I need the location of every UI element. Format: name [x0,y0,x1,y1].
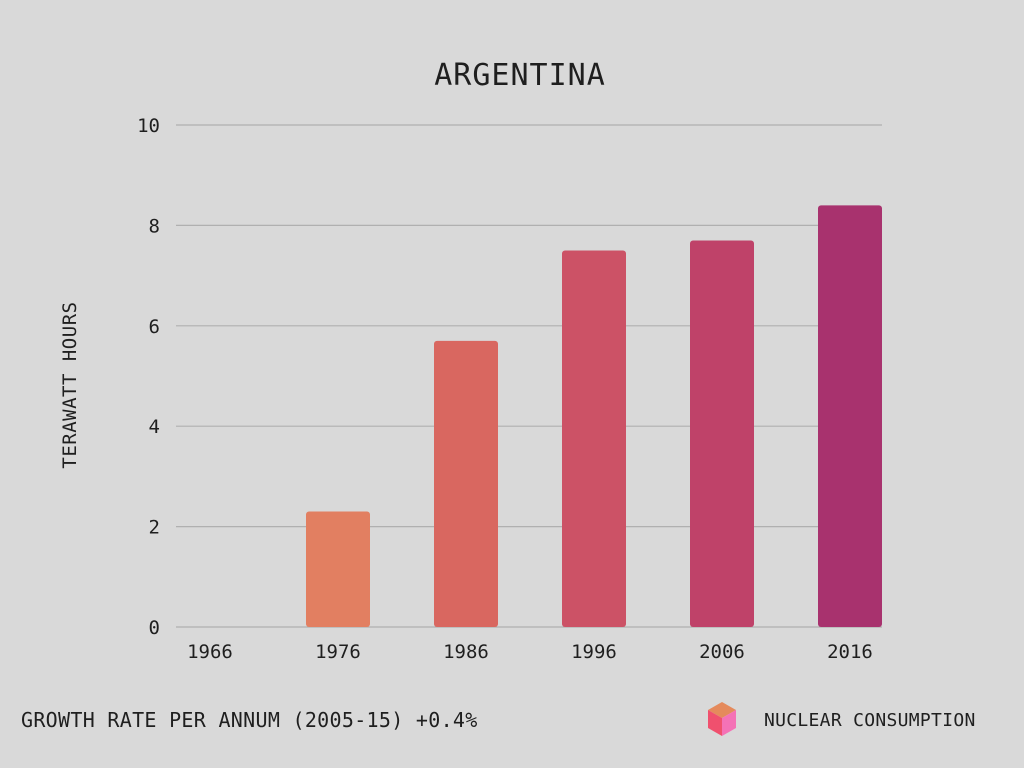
x-tick-label: 1996 [571,641,617,663]
y-axis-label: TERAWATT HOURS [59,301,81,469]
y-tick-label: 10 [137,115,160,137]
x-tick-label: 2006 [699,641,745,663]
bar-2006 [690,240,754,627]
bar-1976 [306,511,370,627]
bar-1996 [562,250,626,627]
bar-1986 [434,340,498,627]
chart-title: ARGENTINA [434,58,606,93]
x-tick-label: 1986 [443,641,489,663]
cube-icon [708,702,736,736]
y-tick-label: 4 [149,416,160,438]
x-tick-label: 2016 [827,641,873,663]
bar-2016 [818,205,882,627]
y-tick-label: 6 [149,316,160,338]
x-tick-label: 1976 [315,641,361,663]
x-tick-label: 1966 [187,641,233,663]
legend-label: NUCLEAR CONSUMPTION [764,709,976,731]
growth-rate-note: GROWTH RATE PER ANNUM (2005-15) +0.4% [21,708,478,732]
legend: NUCLEAR CONSUMPTION [706,700,976,740]
y-tick-label: 0 [149,617,160,639]
y-tick-label: 8 [149,215,160,237]
y-tick-label: 2 [149,517,160,539]
